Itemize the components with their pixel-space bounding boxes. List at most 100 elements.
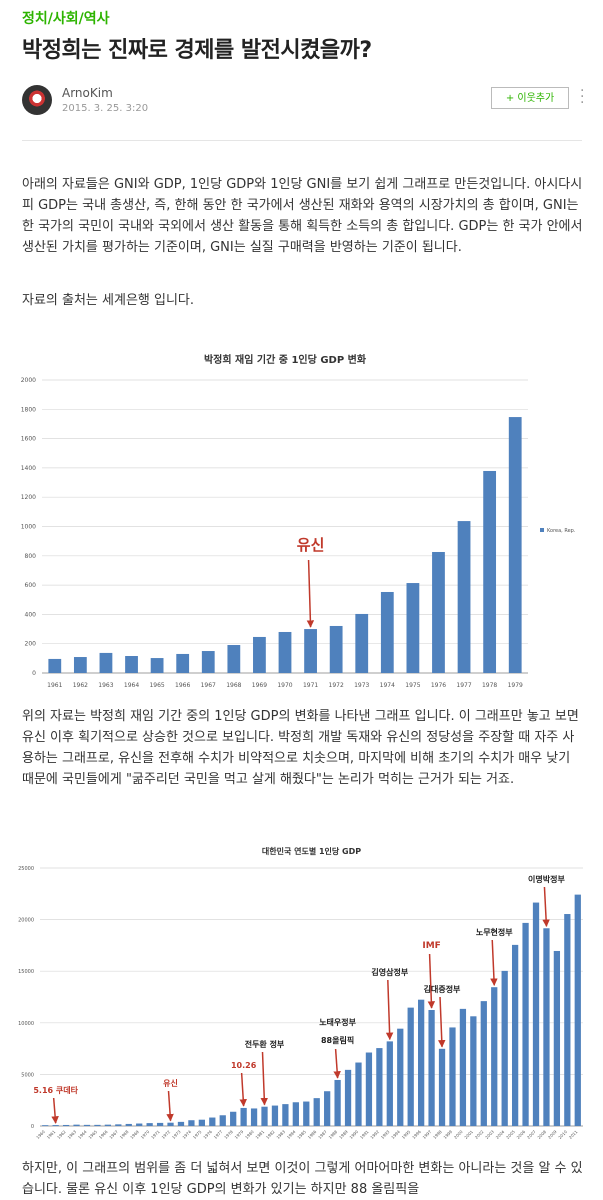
x-tick-label: 2011	[568, 1129, 579, 1140]
bar	[188, 1120, 195, 1126]
annotation: IMF	[422, 941, 440, 951]
follow-button[interactable]: + 이웃추가	[491, 87, 569, 109]
bar	[470, 1016, 477, 1126]
x-tick-label: 1985	[296, 1129, 307, 1140]
x-tick-label: 1989	[338, 1129, 349, 1140]
annotation-arrow	[166, 1090, 174, 1122]
x-tick-label: 1967	[108, 1129, 119, 1140]
y-tick-label: 1600	[21, 436, 36, 443]
bar	[344, 1069, 352, 1126]
annotation: 10.26	[231, 1061, 257, 1070]
bar	[508, 417, 522, 673]
bar	[48, 658, 62, 673]
post-title: 박정희는 진짜로 경제를 발전시켰을까?	[22, 38, 372, 63]
x-tick-label: 1966	[175, 682, 190, 689]
bar	[355, 1062, 362, 1126]
y-tick-label: 15000	[18, 969, 34, 975]
x-tick-label: 1973	[171, 1129, 182, 1140]
x-tick-label: 1994	[390, 1129, 401, 1140]
bar	[397, 1028, 404, 1126]
y-tick-label: 25000	[18, 866, 34, 872]
x-tick-label: 1984	[286, 1129, 297, 1140]
annotation: 김영삼정부	[371, 967, 408, 977]
y-tick-label: 5000	[21, 1072, 34, 1078]
y-tick-label: 600	[25, 582, 37, 589]
bar	[406, 583, 420, 673]
bar	[125, 1123, 132, 1126]
bar	[329, 625, 343, 673]
bar	[201, 651, 215, 673]
annotation: 노태우정부	[319, 1017, 356, 1027]
more-menu[interactable]: · · ·	[580, 83, 585, 111]
x-tick-label: 1973	[354, 682, 369, 689]
bar	[230, 1111, 237, 1126]
x-tick-label: 1968	[226, 682, 241, 689]
annotation-arrow	[260, 1051, 269, 1106]
x-tick-label: 1982	[265, 1129, 276, 1140]
bar	[553, 950, 561, 1126]
x-tick-label: 1975	[405, 682, 420, 689]
author[interactable]: ArnoKim	[62, 86, 113, 100]
bar	[564, 914, 571, 1126]
bar	[418, 999, 425, 1126]
x-tick-label: 1980	[244, 1129, 255, 1140]
bar	[574, 894, 581, 1126]
separator	[22, 140, 582, 141]
annotation: 전두환 정부	[245, 1039, 285, 1049]
x-tick-label: 1976	[202, 1129, 213, 1140]
bar	[432, 551, 445, 673]
bar	[73, 1124, 80, 1126]
x-tick-label: 1969	[129, 1129, 140, 1140]
x-tick-label: 1979	[234, 1129, 245, 1140]
bar	[282, 1104, 289, 1126]
bar	[313, 1098, 320, 1126]
bar	[261, 1106, 268, 1126]
bar	[543, 928, 550, 1126]
legend-label: Korea, Rep.	[547, 528, 576, 534]
annotation-arrow	[51, 1097, 59, 1124]
x-tick-label: 1995	[401, 1129, 412, 1140]
bar	[365, 1052, 373, 1126]
category[interactable]: 정치/사회/역사	[22, 11, 110, 27]
y-tick-label: 200	[25, 641, 37, 648]
bar	[198, 1119, 205, 1126]
bar	[304, 629, 317, 673]
bar	[522, 922, 529, 1126]
x-tick-label: 2005	[505, 1129, 516, 1140]
x-tick-label: 1966	[98, 1129, 109, 1140]
chart-title: 박정희 재임 기간 중 1인당 GDP 변화	[204, 353, 367, 366]
bar	[240, 1107, 247, 1126]
y-tick-label: 400	[25, 611, 37, 618]
bar	[386, 1041, 393, 1126]
paragraph: 하지만, 이 그래프의 범위를 좀 더 넓혀서 보면 이것이 그렇게 어마어마한…	[22, 1161, 583, 1197]
x-tick-label: 1978	[223, 1129, 234, 1140]
paragraph: 위의 자료는 박정희 재임 기간 중의 1인당 GDP의 변화를 나타낸 그래프…	[22, 709, 579, 787]
bar	[136, 1123, 143, 1126]
x-tick-label: 1968	[119, 1129, 130, 1140]
x-tick-label: 2009	[547, 1129, 558, 1140]
x-tick-label: 1979	[508, 682, 523, 689]
x-tick-label: 1972	[160, 1129, 171, 1140]
bar	[104, 1124, 112, 1126]
x-tick-label: 1972	[329, 682, 344, 689]
bar	[459, 1008, 467, 1126]
x-tick-label: 1981	[254, 1129, 265, 1140]
date: 2015. 3. 25. 3:20	[62, 103, 149, 114]
bar	[532, 902, 540, 1126]
paragraph: 자료의 출처는 세계은행 입니다.	[22, 293, 195, 308]
avatar[interactable]	[22, 85, 52, 115]
annotation: 88올림픽	[321, 1035, 354, 1045]
x-tick-label: 1977	[456, 682, 471, 689]
bar	[303, 1101, 310, 1126]
x-tick-label: 2002	[474, 1129, 485, 1140]
y-tick-label: 1400	[21, 465, 36, 472]
bar	[219, 1115, 226, 1126]
x-tick-label: 1974	[380, 682, 395, 689]
x-tick-label: 1977	[213, 1129, 224, 1140]
bar	[480, 1001, 487, 1126]
y-tick-label: 20000	[18, 918, 34, 924]
chart: 박정희 재임 기간 중 1인당 GDP 변화 0 200 400 600 800 1000 1…	[21, 353, 576, 689]
x-tick-label: 1987	[317, 1129, 328, 1140]
bar	[271, 1105, 279, 1126]
